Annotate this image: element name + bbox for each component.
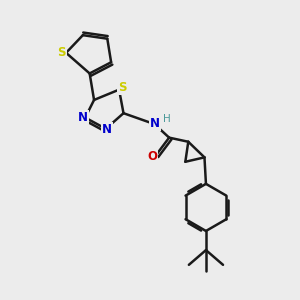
Text: O: O	[147, 150, 158, 163]
Text: N: N	[102, 123, 112, 136]
Text: S: S	[118, 81, 126, 94]
Text: H: H	[163, 114, 171, 124]
Text: N: N	[78, 110, 88, 124]
Text: S: S	[57, 46, 66, 59]
Text: N: N	[150, 117, 160, 130]
